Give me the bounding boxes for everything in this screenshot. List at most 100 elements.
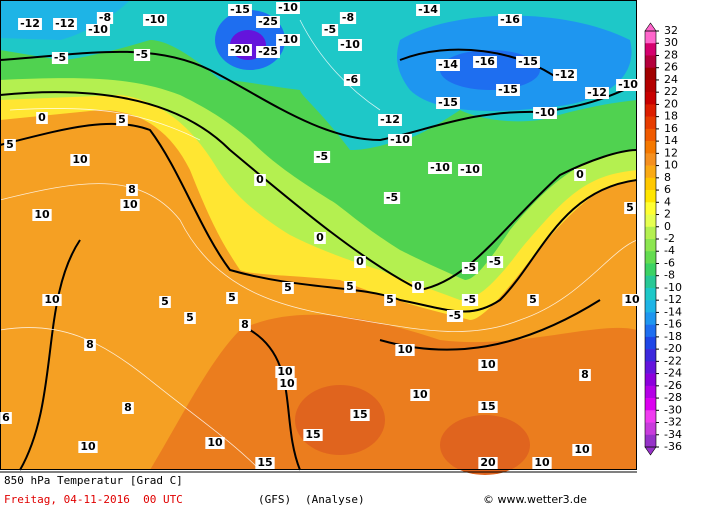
map-border — [0, 0, 637, 470]
colorbar-label: -20 — [664, 342, 682, 355]
contour-label-box — [321, 24, 339, 36]
contour-label-box — [378, 114, 402, 126]
contour-label: -12 — [20, 17, 40, 30]
contour-label: -5 — [316, 150, 328, 163]
contour-label-box — [255, 457, 275, 469]
contour-label: 15 — [305, 428, 320, 441]
colorbar-label: 20 — [664, 97, 678, 110]
color-segment — [645, 190, 656, 203]
contour-label: -10 — [278, 1, 298, 14]
contour-label-box — [184, 312, 196, 324]
contour-label: -10 — [460, 163, 480, 176]
contour-label-box — [574, 169, 586, 181]
colorbar-label: 12 — [664, 146, 678, 159]
color-segment — [645, 79, 656, 93]
colorbar-label: 16 — [664, 122, 678, 135]
contour-label: -25 — [258, 15, 278, 28]
contour-label-box — [412, 281, 424, 293]
color-segment — [645, 226, 656, 240]
colorbar-label: -22 — [664, 354, 682, 367]
contour-label-box — [410, 389, 430, 401]
contour-label-box — [553, 69, 577, 81]
contour-label-box — [416, 4, 440, 16]
contour-label: 5 — [186, 311, 194, 324]
contour-label-box — [314, 232, 326, 244]
contour-label: 10 — [80, 440, 96, 453]
field-warm-spot — [295, 385, 385, 455]
colorbar-label: 30 — [664, 36, 678, 49]
contour-labels: -12 -12 -10-10-8-5 -5 -20-25-25-15 -10-10-5-1… — [0, 1, 642, 469]
color-segment — [645, 153, 656, 166]
colorbar-label: -36 — [664, 440, 682, 453]
contour-label: -12 — [587, 86, 607, 99]
color-segment — [645, 263, 656, 277]
colorbar-label: -10 — [664, 281, 682, 294]
colorbar-label: 8 — [664, 171, 671, 184]
contour-label: -10 — [618, 78, 638, 91]
contour-label: -5 — [489, 255, 501, 268]
colorbar-label: -14 — [664, 305, 682, 318]
contour-label: -10 — [278, 33, 298, 46]
contour-label-box — [428, 162, 452, 174]
contour-label-box — [256, 46, 280, 58]
colorbar-label: 24 — [664, 73, 678, 86]
contour-label-box — [496, 84, 520, 96]
contour-label: 5 — [626, 201, 634, 214]
contour-label-box — [616, 79, 640, 91]
colorbar-label: -32 — [664, 416, 682, 429]
contour-label: -12 — [380, 113, 400, 126]
contour-label: 10 — [122, 198, 138, 211]
contour-label: -12 — [555, 68, 575, 81]
colorbar-label: 6 — [664, 183, 671, 196]
color-segment — [645, 177, 656, 191]
colorbar-label: 4 — [664, 195, 671, 208]
color-segment — [645, 104, 656, 117]
contour-label-box — [344, 281, 356, 293]
contour-label: -6 — [346, 73, 359, 86]
color-segment — [645, 312, 656, 325]
colorbar-label: -2 — [664, 232, 675, 245]
contour-label-box — [32, 209, 52, 221]
color-segment — [645, 410, 656, 423]
contour-label: 10 — [44, 293, 60, 306]
contour-label: 5 — [228, 291, 236, 304]
color-segment — [645, 385, 656, 399]
color-segment — [645, 43, 656, 56]
contour-label: -5 — [386, 191, 398, 204]
contour-label: -16 — [500, 13, 520, 26]
contour-label: 0 — [414, 280, 422, 293]
contour-label: -15 — [438, 96, 458, 109]
color-segment — [645, 324, 656, 338]
contour-label: -8 — [99, 11, 111, 24]
contour-label: -5 — [54, 51, 66, 64]
contour-label: -25 — [258, 45, 278, 58]
contour-label-box — [96, 12, 114, 24]
colorbar-label: -34 — [664, 428, 682, 441]
contour-label-box — [388, 134, 412, 146]
color-segment — [645, 251, 656, 264]
contour-label-box — [478, 457, 498, 469]
contour-label: 5 — [346, 280, 354, 293]
contour-label: 0 — [316, 231, 324, 244]
contour-label: -15 — [230, 3, 250, 16]
color-segment — [645, 422, 656, 436]
contour-label: -15 — [498, 83, 518, 96]
contour-label: 10 — [412, 388, 428, 401]
color-segment — [645, 239, 656, 252]
color-segment — [645, 67, 656, 81]
contour-label: -5 — [136, 48, 148, 61]
footer-model: (GFS) — [258, 493, 291, 506]
contour-label-box — [205, 437, 225, 449]
contour-label: 8 — [86, 338, 94, 351]
colorbar-label: -24 — [664, 367, 682, 380]
contour-label: 10 — [624, 293, 640, 306]
contour-label-box — [303, 429, 323, 441]
contour-label: -10 — [390, 133, 410, 146]
contour-label: 5 — [118, 113, 126, 126]
contour-label-box — [228, 44, 252, 56]
contour-label-box — [622, 294, 642, 306]
field-deep-blue — [440, 50, 540, 90]
contour-label: 10 — [207, 436, 223, 449]
contour-label: 10 — [534, 456, 550, 469]
contour-label: 10 — [574, 443, 590, 456]
